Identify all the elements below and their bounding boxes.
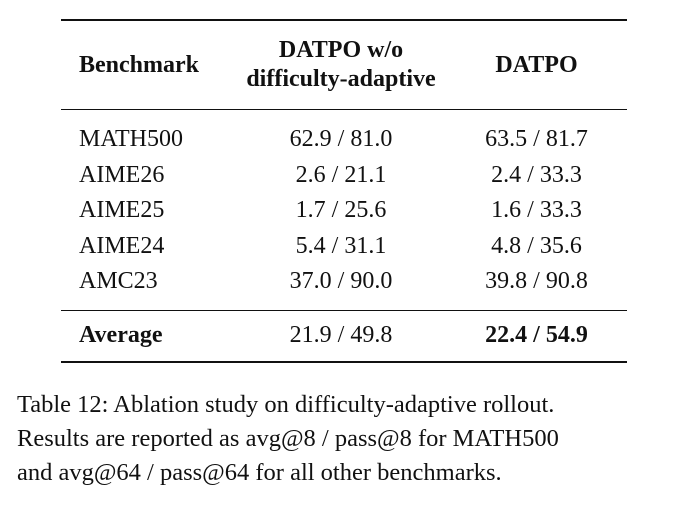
cell-benchmark: AIME25 xyxy=(79,197,165,224)
cell-datpo: 39.8 / 90.8 xyxy=(485,268,588,295)
cell-benchmark: AIME26 xyxy=(79,161,165,188)
cell-ablation: 2.6 / 21.1 xyxy=(295,161,387,188)
cell-benchmark: AMC23 xyxy=(79,268,158,295)
caption-line-2: Results are reported as avg@8 / pass@8 f… xyxy=(17,425,559,452)
cell-average-datpo: 22.4 / 54.9 xyxy=(485,322,588,349)
cell-ablation: 5.4 / 31.1 xyxy=(295,232,387,259)
table-row: AIME24 5.4 / 31.1 4.8 / 35.6 xyxy=(61,229,627,265)
ablation-results-table: Benchmark DATPO w/o difficulty-adaptive … xyxy=(61,19,627,363)
header-datpo: DATPO xyxy=(495,51,578,78)
average-row: Average 21.9 / 49.8 22.4 / 54.9 xyxy=(61,310,627,362)
caption-line-1: Table 12: Ablation study on difficulty-a… xyxy=(17,391,555,418)
header-row: Benchmark DATPO w/o difficulty-adaptive … xyxy=(61,20,627,110)
cell-datpo: 2.4 / 33.3 xyxy=(491,161,582,188)
cell-ablation: 37.0 / 90.0 xyxy=(289,268,393,295)
header-benchmark: Benchmark xyxy=(79,51,199,78)
cell-ablation: 62.9 / 81.0 xyxy=(289,126,393,153)
table-caption: Table 12: Ablation study on difficulty-a… xyxy=(17,388,685,490)
cell-ablation: 1.7 / 25.6 xyxy=(295,197,387,224)
table-row: AIME25 1.7 / 25.6 1.6 / 33.3 xyxy=(61,193,627,229)
table-row: AMC23 37.0 / 90.0 39.8 / 90.8 xyxy=(61,264,627,310)
table-row: AIME26 2.6 / 21.1 2.4 / 33.3 xyxy=(61,158,627,194)
cell-benchmark: MATH500 xyxy=(79,126,184,153)
table-average-section: Average 21.9 / 49.8 22.4 / 54.9 xyxy=(61,310,627,362)
caption-line-3: and avg@64 / pass@64 for all other bench… xyxy=(17,459,502,486)
table-row: MATH500 62.9 / 81.0 63.5 / 81.7 xyxy=(61,110,627,158)
header-ablation-line2: difficulty-adaptive xyxy=(246,66,436,92)
cell-datpo: 63.5 / 81.7 xyxy=(485,126,588,153)
cell-average-ablation: 21.9 / 49.8 xyxy=(289,322,393,349)
results-table-container: Benchmark DATPO w/o difficulty-adaptive … xyxy=(61,19,627,363)
cell-average-label: Average xyxy=(79,322,163,349)
cell-datpo: 4.8 / 35.6 xyxy=(491,232,582,259)
table-header: Benchmark DATPO w/o difficulty-adaptive … xyxy=(61,20,627,110)
header-ablation: DATPO w/o difficulty-adaptive xyxy=(236,20,446,110)
table-body: MATH500 62.9 / 81.0 63.5 / 81.7 AIME26 2… xyxy=(61,110,627,311)
header-ablation-line1: DATPO w/o xyxy=(278,37,404,64)
cell-benchmark: AIME24 xyxy=(79,232,165,259)
cell-datpo: 1.6 / 33.3 xyxy=(491,197,582,224)
